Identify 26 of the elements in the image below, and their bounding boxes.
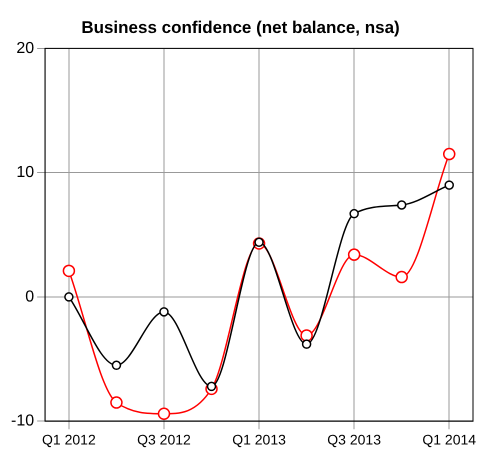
- x-tick-label: Q1 2014: [422, 431, 476, 448]
- point: [442, 148, 456, 160]
- x-tick-label: Q1 2013: [232, 431, 286, 448]
- point: [300, 329, 313, 342]
- point: [349, 208, 359, 218]
- point: [348, 248, 360, 261]
- y-tick-label: 0: [25, 288, 34, 306]
- point: [444, 180, 454, 190]
- point: [64, 292, 74, 302]
- x-tick-label: Q3 2012: [137, 431, 192, 448]
- point: [159, 307, 169, 317]
- y-tick-label: 10: [16, 164, 34, 182]
- point: [62, 264, 76, 278]
- point: [395, 270, 408, 284]
- x-tick-label: Q3 2013: [327, 431, 382, 448]
- point: [396, 200, 406, 210]
- point: [206, 382, 216, 392]
- point: [158, 407, 170, 420]
- y-tick-label: 20: [16, 40, 34, 57]
- point: [254, 238, 264, 248]
- point: [112, 360, 122, 370]
- point: [110, 396, 123, 409]
- chart-title: Business confidence (net balance, nsa): [81, 18, 400, 37]
- y-tick-label: -10: [11, 412, 34, 430]
- x-tick-label: Q1 2012: [42, 431, 96, 448]
- point: [302, 339, 312, 349]
